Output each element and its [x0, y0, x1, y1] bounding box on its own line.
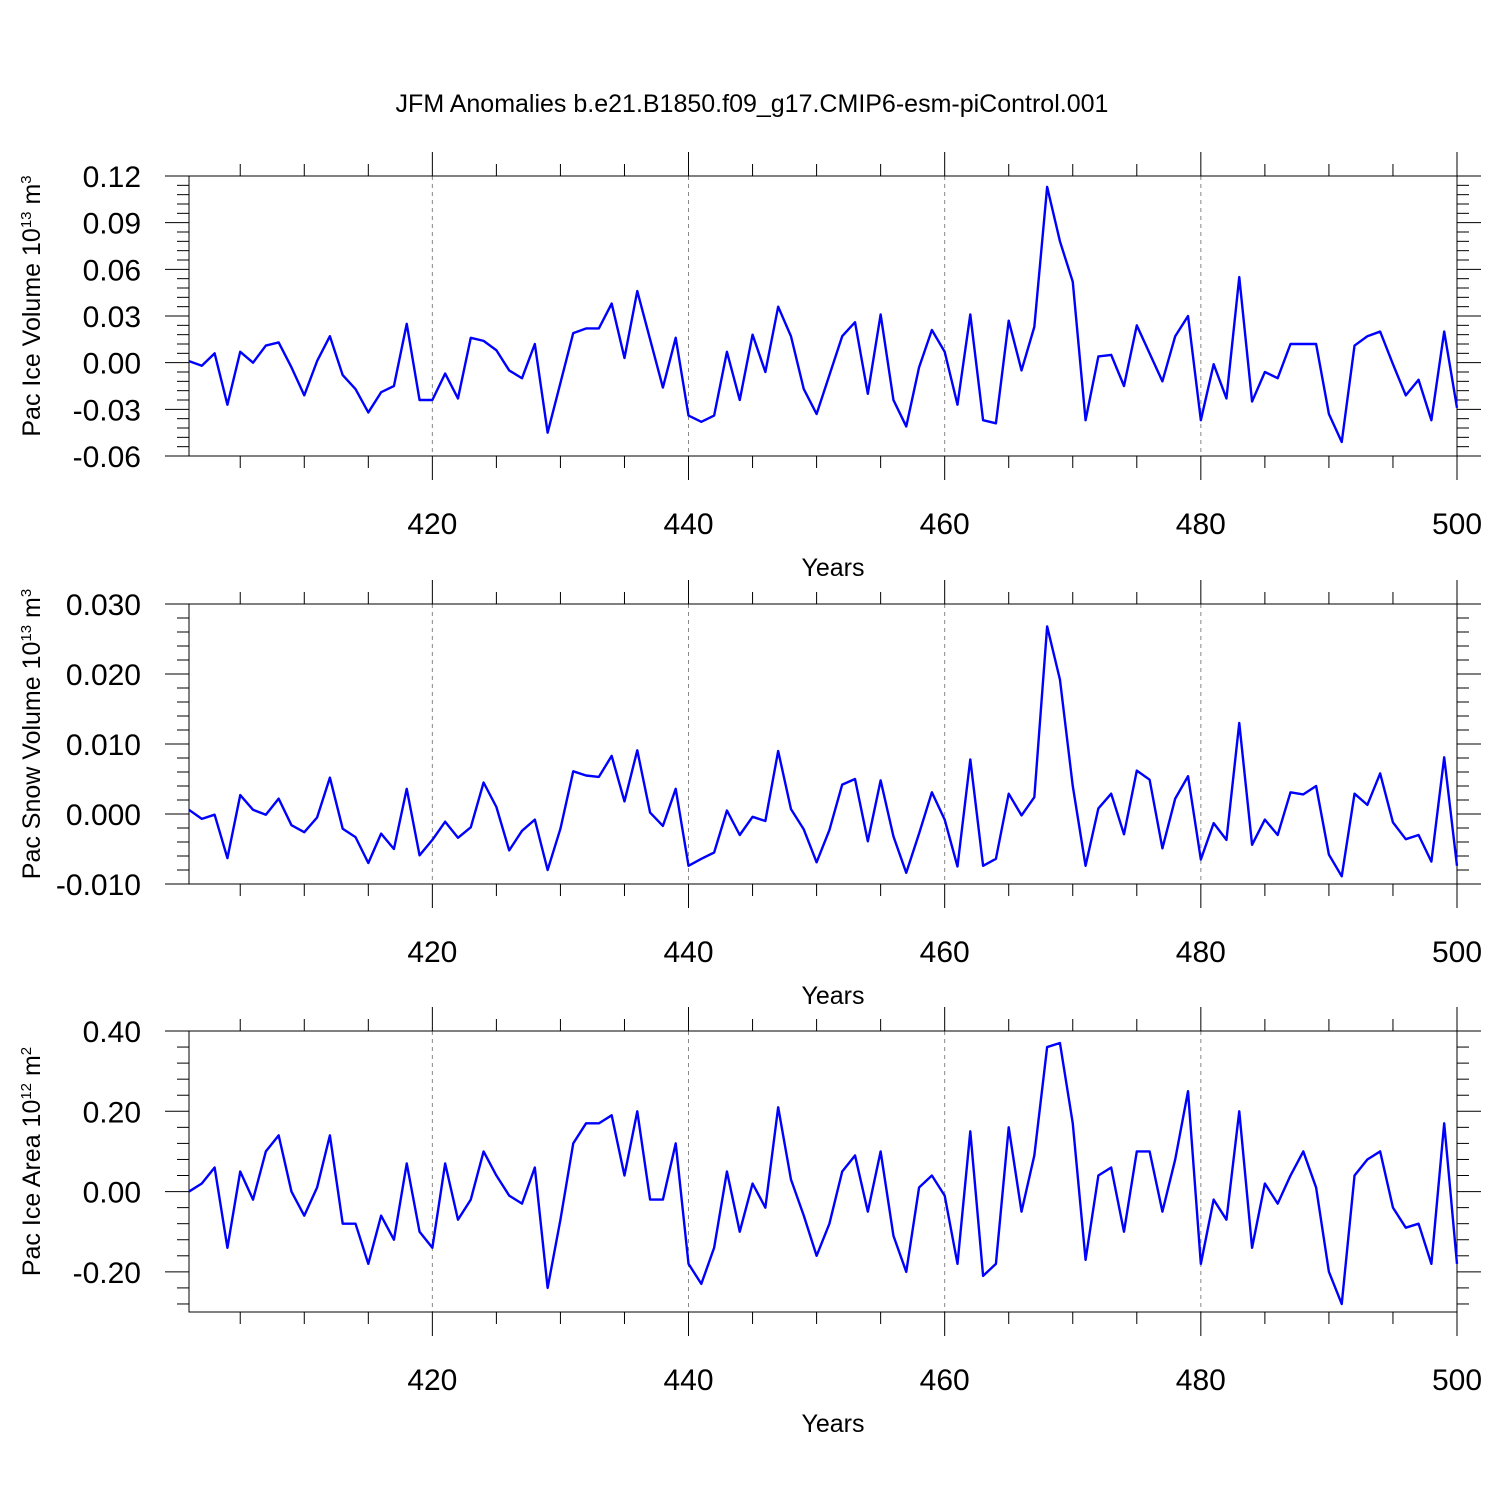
x-tick-label: 500 [1432, 508, 1482, 541]
y-axis-title-superscript: 12 [18, 1083, 35, 1100]
y-axis-title: Pac Ice Area 1012 m2 [18, 1047, 46, 1276]
plot-frame [188, 175, 1458, 457]
x-tick-label: 420 [407, 936, 457, 969]
y-tick-label: 0.03 [83, 301, 141, 334]
y-axis-title-part: Pac Snow Volume 10 [18, 642, 46, 880]
x-tick-label: 480 [1176, 508, 1226, 541]
x-tick-label: 460 [920, 936, 970, 969]
series-line-1 [188, 185, 1459, 444]
plot-frame [188, 603, 1458, 885]
y-axis-title-superscript: 2 [18, 1047, 35, 1055]
y-axis-title-part: Pac Ice Area 10 [18, 1100, 46, 1277]
panel-2: -0.010 0.000 0.010 0.020 0.030 420 440 460 480 50… [18, 580, 1482, 1010]
y-axis-title-part: m [18, 184, 46, 212]
series-line-1 [188, 1041, 1459, 1306]
y-tick-label: 0.00 [83, 348, 141, 381]
y-tick-label: -0.06 [73, 441, 141, 474]
y-axis-title-part: m [18, 1055, 46, 1083]
x-tick-label: 480 [1176, 936, 1226, 969]
plot-frame [188, 1030, 1458, 1313]
y-axis-title-superscript: 3 [18, 589, 35, 597]
x-tick-label: 420 [407, 508, 457, 541]
panel-1: -0.06 -0.03 0.00 0.03 0.06 0.09 0.12 420 440 460 4… [18, 152, 1482, 582]
x-tick-label: 460 [920, 1364, 970, 1397]
y-tick-label: 0.12 [83, 161, 141, 194]
x-axis-title: Years [801, 982, 864, 1010]
y-tick-label: -0.20 [73, 1257, 141, 1290]
y-axis-title-part: Pac Ice Volume 10 [18, 228, 46, 436]
x-tick-label: 440 [663, 936, 713, 969]
y-axis-title-superscript: 13 [18, 625, 35, 642]
y-tick-label: 0.010 [66, 729, 141, 762]
y-tick-label: 0.020 [66, 659, 141, 692]
y-tick-label: 0.030 [66, 589, 141, 622]
y-axis-title-superscript: 3 [18, 175, 35, 183]
x-tick-label: 440 [663, 1364, 713, 1397]
chart-title: JFM Anomalies b.e21.B1850.f09_g17.CMIP6-… [396, 90, 1109, 118]
y-axis-title: Pac Snow Volume 1013 m3 [18, 589, 46, 879]
y-axis-title-part: m [18, 597, 46, 625]
x-tick-label: 480 [1176, 1364, 1226, 1397]
x-tick-label: 500 [1432, 936, 1482, 969]
series-line-1 [188, 625, 1459, 878]
x-axis-title: Years [801, 554, 864, 582]
panel-3: -0.20 0.00 0.20 0.40 420 440 460 480 500 Years Pac… [18, 1007, 1482, 1438]
x-tick-label: 460 [920, 508, 970, 541]
y-tick-label: 0.40 [83, 1016, 141, 1049]
y-tick-label: 0.000 [66, 799, 141, 832]
y-axis-title-superscript: 13 [18, 211, 35, 228]
y-tick-label: 0.00 [83, 1177, 141, 1210]
x-tick-label: 420 [407, 1364, 457, 1397]
y-tick-label: -0.010 [56, 869, 141, 902]
y-tick-label: 0.09 [83, 208, 141, 241]
x-axis-title: Years [801, 1410, 864, 1438]
y-tick-label: -0.03 [73, 394, 141, 427]
y-axis-title: Pac Ice Volume 1013 m3 [18, 175, 46, 436]
y-tick-label: 0.06 [83, 254, 141, 287]
x-tick-label: 500 [1432, 1364, 1482, 1397]
x-tick-label: 440 [663, 508, 713, 541]
y-tick-label: 0.20 [83, 1096, 141, 1129]
